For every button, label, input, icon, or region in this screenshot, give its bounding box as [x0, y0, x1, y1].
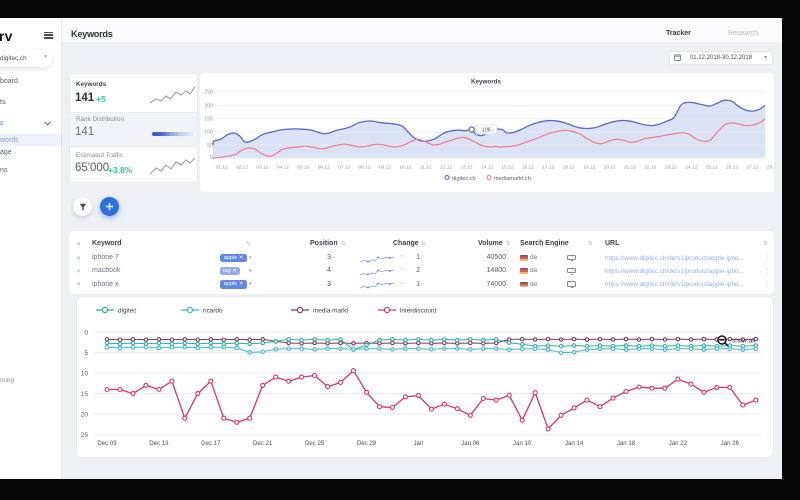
svg-text:03.12: 03.12 — [256, 165, 268, 171]
svg-text:150: 150 — [204, 117, 213, 123]
svg-text:17.12: 17.12 — [542, 165, 554, 171]
svg-text:Dec 25: Dec 25 — [305, 440, 325, 447]
svg-text:media markt: media markt — [313, 308, 348, 315]
svg-text:5: 5 — [84, 350, 88, 357]
svg-text:23.12: 23.12 — [665, 165, 677, 171]
svg-text:02.12: 02.12 — [236, 165, 248, 171]
svg-text:Dec 21: Dec 21 — [253, 440, 273, 447]
svg-text:14.12: 14.12 — [481, 165, 493, 171]
svg-text:19.12: 19.12 — [583, 165, 595, 171]
svg-text:05.12: 05.12 — [297, 165, 309, 171]
svg-text:01.12: 01.12 — [216, 165, 228, 171]
svg-text:0: 0 — [210, 155, 213, 161]
svg-text:Dec 09: Dec 09 — [97, 440, 117, 447]
svg-text:07.12: 07.12 — [338, 165, 350, 171]
svg-text:08.12: 08.12 — [358, 165, 370, 171]
svg-text:interdiscount: interdiscount — [400, 308, 436, 315]
svg-text:20: 20 — [81, 411, 89, 418]
svg-text:100: 100 — [204, 130, 213, 136]
svg-text:0: 0 — [84, 329, 88, 336]
svg-text:Jan 18: Jan 18 — [617, 440, 636, 447]
svg-text:200: 200 — [204, 103, 213, 109]
svg-text:18.12: 18.12 — [563, 165, 575, 171]
svg-text:ricardo: ricardo — [203, 308, 223, 315]
svg-text:Jan: Jan — [413, 440, 423, 447]
svg-text:10.12: 10.12 — [399, 165, 411, 171]
svg-text:10: 10 — [81, 370, 89, 377]
svg-text:Jan 22: Jan 22 — [669, 440, 688, 447]
svg-text:28.12: 28.12 — [767, 165, 774, 171]
svg-text:12.12: 12.12 — [440, 165, 452, 171]
svg-text:26.12: 26.12 — [726, 165, 738, 171]
svg-text:04.12: 04.12 — [277, 165, 289, 171]
svg-text:Keywords: Keywords — [471, 79, 502, 86]
svg-text:show all: show all — [732, 338, 755, 345]
svg-text:21.12: 21.12 — [624, 165, 636, 171]
svg-text:mediamarkt.ch: mediamarkt.ch — [494, 176, 531, 182]
svg-text:16.12: 16.12 — [522, 165, 534, 171]
svg-text:Jan 14: Jan 14 — [565, 440, 584, 447]
svg-text:Jan 26: Jan 26 — [721, 440, 740, 447]
svg-text:Dec 17: Dec 17 — [201, 440, 221, 447]
svg-text:20.12: 20.12 — [604, 165, 616, 171]
svg-text:11.12: 11.12 — [420, 165, 432, 171]
svg-text:Jan 06: Jan 06 — [461, 440, 480, 447]
svg-text:digitec: digitec — [118, 308, 137, 315]
svg-text:Jan 10: Jan 10 — [513, 440, 532, 447]
svg-text:09.12: 09.12 — [379, 165, 391, 171]
svg-text:25: 25 — [81, 432, 89, 439]
svg-text:106: 106 — [482, 128, 491, 134]
svg-text:06.12: 06.12 — [318, 165, 330, 171]
svg-text:13.12: 13.12 — [461, 165, 473, 171]
svg-text:Dec 29: Dec 29 — [357, 440, 377, 447]
svg-text:24.12: 24.12 — [685, 165, 697, 171]
svg-text:15.12: 15.12 — [501, 165, 513, 171]
svg-text:27.12: 27.12 — [746, 165, 758, 171]
svg-text:25.12: 25.12 — [706, 165, 718, 171]
svg-text:digitec.ch: digitec.ch — [452, 176, 476, 182]
svg-text:250: 250 — [204, 90, 213, 96]
svg-text:50: 50 — [207, 143, 213, 149]
svg-text:15: 15 — [81, 391, 89, 398]
svg-text:22.12: 22.12 — [644, 165, 656, 171]
svg-text:Dec 13: Dec 13 — [149, 440, 169, 447]
